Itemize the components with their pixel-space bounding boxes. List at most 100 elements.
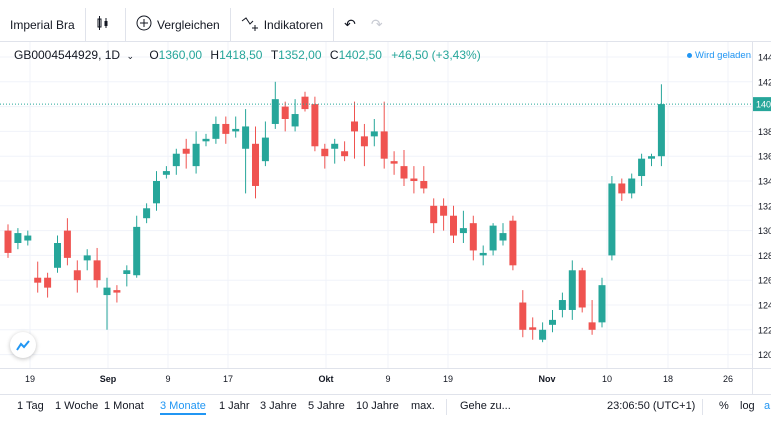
ohlc-legend: GB0004544929, 1D ⌄ O1360,00 H1418,50 T13…: [14, 48, 481, 62]
time-axis-label: 26: [723, 374, 733, 384]
bottom-separator: [702, 399, 703, 415]
candle-body: [83, 255, 91, 261]
candle-body: [63, 230, 71, 258]
bottom-toolbar: 1 Tag 1 Woche 1 Monat 3 Monate 1 Jahr 3 …: [0, 394, 771, 418]
percent-toggle[interactable]: %: [719, 400, 729, 412]
goto-button[interactable]: Gehe zu...: [460, 400, 511, 412]
legend-close: 1402,50: [338, 48, 382, 62]
candle-body: [281, 106, 289, 119]
plus-circle-icon: [136, 15, 152, 34]
range-1y[interactable]: 1 Jahr: [219, 400, 250, 412]
bottom-separator: [446, 399, 447, 415]
legend-ticker: GB0004544929, 1D: [14, 48, 121, 62]
candle-body: [54, 243, 61, 268]
price-axis-label: 128: [758, 251, 771, 261]
price-axis-label: 132: [758, 201, 771, 211]
price-axis-label: 136: [758, 152, 771, 162]
time-axis-label: 9: [165, 374, 170, 384]
candle-body: [459, 228, 467, 234]
candle-body: [212, 123, 220, 139]
candle-body: [172, 153, 180, 167]
time-axis-label: Sep: [100, 374, 117, 384]
time-axis-label: Okt: [318, 374, 333, 384]
time-axis-label: 10: [602, 374, 612, 384]
candle-body: [539, 329, 547, 340]
undo-button[interactable]: ↶: [334, 8, 371, 42]
compare-button[interactable]: Vergleichen: [126, 7, 231, 42]
range-3y[interactable]: 3 Jahre: [260, 400, 297, 412]
candle-body: [509, 220, 517, 266]
candle-body: [331, 143, 339, 149]
range-max[interactable]: max.: [411, 400, 435, 412]
candle-body: [291, 114, 299, 127]
legend-open: 1360,00: [158, 48, 203, 62]
candle-body: [469, 223, 477, 251]
candle-body: [93, 260, 101, 281]
candle-body: [34, 277, 42, 283]
candle-body: [341, 151, 349, 157]
legend-high: 1418,50: [219, 48, 263, 62]
loading-label: Wird geladen: [695, 50, 751, 61]
candle-body: [380, 131, 388, 159]
log-toggle[interactable]: log: [740, 400, 755, 412]
candle-body: [202, 138, 210, 142]
legend-dropdown-icon[interactable]: ⌄: [126, 51, 134, 61]
candle-body: [103, 287, 111, 296]
candle-body: [618, 183, 626, 194]
candle-body: [321, 148, 329, 157]
candle-body: [400, 166, 408, 179]
candle-body: [360, 136, 368, 147]
candle-body: [311, 104, 319, 147]
chart-type-button[interactable]: [86, 7, 126, 42]
candle-body: [192, 143, 200, 167]
candle-body: [479, 252, 487, 256]
range-1m[interactable]: 1 Monat: [104, 400, 144, 412]
candles-icon: [96, 15, 110, 34]
price-axis-label: 138: [758, 127, 771, 137]
price-chart[interactable]: 144 142 140 138 136 134 132 130 128 126 124 122 120 1…: [0, 42, 771, 394]
candle-body: [410, 178, 418, 181]
candle-body: [252, 143, 259, 186]
redo-icon: ↷: [370, 16, 383, 32]
clock-timezone[interactable]: 23:06:50 (UTC+1): [607, 400, 696, 412]
redo-button[interactable]: ↷: [371, 8, 398, 42]
time-axis-label: Nov: [538, 374, 555, 384]
candle-body: [598, 285, 606, 323]
candle-body: [420, 181, 428, 189]
candle-body: [351, 121, 358, 132]
candle-body: [549, 319, 556, 325]
compare-label: Vergleichen: [157, 17, 220, 32]
range-10y[interactable]: 10 Jahre: [356, 400, 399, 412]
candle-body: [242, 126, 250, 149]
candle-body: [232, 128, 240, 132]
symbol-search[interactable]: Imperial Bra: [0, 7, 86, 42]
price-axis-label: 130: [758, 226, 771, 236]
candle-body: [489, 225, 497, 251]
time-axis-label: 19: [25, 374, 35, 384]
candle-body: [24, 235, 32, 241]
undo-icon: ↶: [344, 16, 356, 32]
auto-toggle[interactable]: a: [764, 400, 771, 412]
price-axis-label: 120: [758, 350, 771, 360]
time-axis-label: 19: [443, 374, 453, 384]
time-axis-label: 18: [663, 374, 673, 384]
legend-low-key: T: [270, 48, 279, 62]
range-1w[interactable]: 1 Woche: [55, 400, 99, 412]
candle-body: [162, 171, 170, 175]
candle-body: [301, 96, 309, 110]
candle-body: [390, 161, 398, 164]
candle-body: [261, 137, 269, 162]
candle-body: [657, 104, 665, 157]
range-3m[interactable]: 3 Monate: [160, 400, 206, 415]
range-5y[interactable]: 5 Jahre: [308, 400, 345, 412]
price-axis-label: 144: [758, 53, 771, 63]
candle-body: [588, 322, 596, 330]
candle-body: [608, 183, 616, 256]
range-1d[interactable]: 1 Tag: [17, 400, 44, 412]
candle-body: [638, 158, 646, 177]
tradingview-logo-icon[interactable]: [10, 332, 36, 358]
candle-body: [529, 327, 537, 330]
indicators-button[interactable]: Indikatoren: [231, 7, 335, 42]
candle-body: [143, 208, 151, 219]
candle-body: [568, 270, 576, 310]
